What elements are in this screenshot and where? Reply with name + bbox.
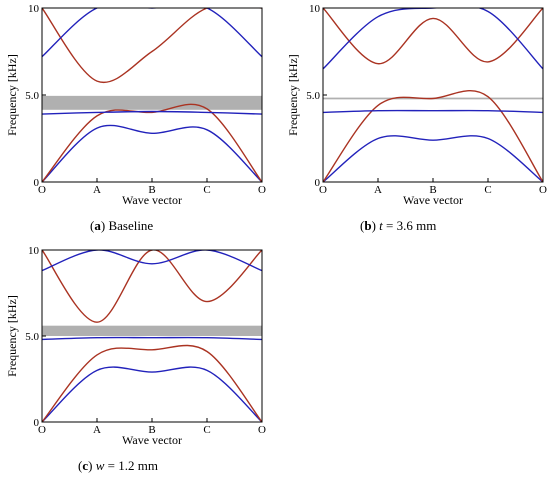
x-tick-label: A: [93, 184, 101, 196]
dispersion-curve-5: [323, 8, 543, 70]
y-tick-label: 5.0: [306, 90, 320, 102]
x-tick-label: O: [258, 184, 266, 196]
caption-c: (c) w = 1.2 mm: [78, 458, 158, 473]
y-tick-label: 5.0: [25, 331, 39, 343]
dispersion-curve-3: [323, 109, 543, 114]
x-axis-label: Wave vector: [403, 193, 463, 207]
caption-a: (a) Baseline: [90, 218, 154, 233]
dispersion-curve-5: [42, 8, 262, 58]
x-tick-label: O: [258, 424, 266, 436]
dispersion-curve-4: [323, 8, 543, 65]
y-tick-label: 5.0: [25, 90, 39, 102]
x-tick-label: O: [38, 184, 46, 196]
dispersion-curve-2: [42, 344, 262, 422]
dispersion-curve-4: [42, 8, 262, 84]
x-tick-label: B: [148, 424, 155, 436]
caption-b: (b) t = 3.6 mm: [360, 218, 437, 233]
x-tick-label: O: [38, 424, 46, 436]
dispersion-curve-1: [323, 135, 543, 182]
y-axis-label: Frequency [kHz]: [5, 54, 19, 136]
band-gap: [42, 95, 262, 110]
dispersion-curve-3: [42, 336, 262, 341]
y-tick-label: 0: [34, 177, 40, 189]
y-axis-label: Frequency [kHz]: [286, 54, 300, 136]
y-tick-label: 0: [34, 417, 40, 429]
x-tick-label: C: [203, 184, 210, 196]
x-tick-label: O: [539, 184, 547, 196]
x-tick-label: A: [93, 424, 101, 436]
x-tick-label: C: [484, 184, 491, 196]
x-axis-label: Wave vector: [122, 433, 182, 447]
x-tick-label: A: [374, 184, 382, 196]
x-tick-label: B: [148, 184, 155, 196]
y-tick-label: 10: [28, 3, 40, 15]
dispersion-curve-2: [323, 89, 543, 182]
plot-frame: [41, 7, 263, 183]
x-tick-label: B: [429, 184, 436, 196]
band-gap: [42, 325, 262, 336]
x-tick-label: O: [319, 184, 327, 196]
y-axis-label: Frequency [kHz]: [5, 295, 19, 377]
dispersion-curve-1: [42, 366, 262, 422]
dispersion-curve-2: [42, 103, 262, 182]
y-tick-label: 0: [315, 177, 321, 189]
dispersion-curve-4: [42, 250, 262, 323]
dispersion-curve-1: [42, 124, 262, 182]
x-axis-label: Wave vector: [122, 193, 182, 207]
x-tick-label: C: [203, 424, 210, 436]
y-tick-label: 10: [28, 245, 40, 257]
y-tick-label: 10: [309, 3, 321, 15]
dispersion-curve-5: [42, 250, 262, 272]
dispersion-curve-3: [42, 110, 262, 115]
